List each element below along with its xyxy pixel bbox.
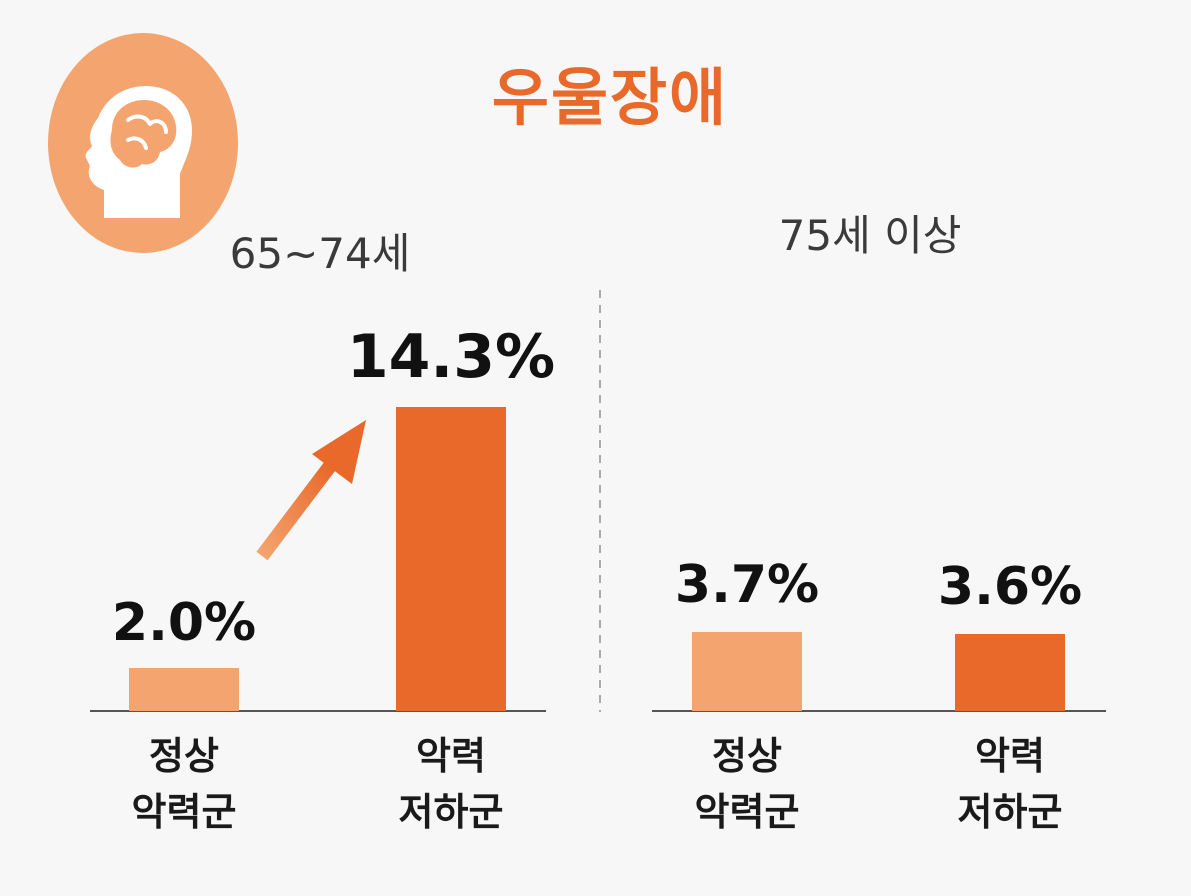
category-label-normal-65-74: 정상 악력군 [84, 728, 284, 840]
value-label-normal-65-74: 2.0% [112, 593, 256, 653]
category-line-2: 저하군 [398, 790, 504, 834]
category-line-2: 악력군 [694, 790, 800, 834]
bar-low-grip-65-74 [396, 407, 506, 711]
category-line-2: 저하군 [957, 790, 1063, 834]
trend-arrow-icon [256, 420, 366, 561]
category-label-low-75plus: 악력 저하군 [910, 728, 1110, 840]
category-line-1: 정상 [149, 734, 219, 778]
panel-title-75plus: 75세 이상 [778, 211, 962, 260]
panel-title-65-74: 65~74세 [229, 229, 411, 278]
category-label-normal-75plus: 정상 악력군 [647, 728, 847, 840]
bar-normal-grip-65-74 [129, 668, 239, 711]
bar-low-grip-75plus [955, 634, 1065, 711]
bar-normal-grip-75plus [692, 632, 802, 711]
category-line-2: 악력군 [131, 790, 237, 834]
category-line-1: 악력 [975, 734, 1045, 778]
head-brain-icon [48, 33, 238, 253]
page-title: 우울장애 [491, 61, 729, 134]
category-label-low-65-74: 악력 저하군 [351, 728, 551, 840]
value-label-normal-75plus: 3.7% [675, 555, 819, 615]
value-label-low-75plus: 3.6% [938, 557, 1082, 617]
category-line-1: 악력 [416, 734, 486, 778]
value-label-low-65-74: 14.3% [347, 322, 555, 392]
category-line-1: 정상 [712, 734, 782, 778]
